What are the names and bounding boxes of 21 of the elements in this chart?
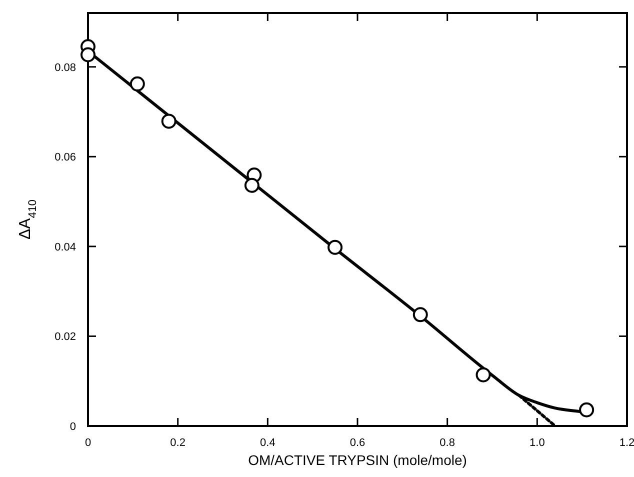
y-tick-label: 0.08 <box>54 62 76 74</box>
x-tick-label: 1.2 <box>619 437 634 449</box>
x-axis-title: OM/ACTIVE TRYPSIN (mole/mole) <box>248 452 467 468</box>
x-tick-label: 0 <box>84 437 92 449</box>
point <box>244 178 260 193</box>
x-tick-label: 0.8 <box>440 437 455 449</box>
point <box>328 240 343 255</box>
point <box>130 76 145 92</box>
point <box>412 307 428 322</box>
x-tick-label: 1.0 <box>530 437 545 449</box>
y-tick-label: 0 <box>70 421 76 433</box>
x-tick-label: 0.4 <box>260 437 276 449</box>
point <box>161 114 176 129</box>
point <box>80 47 96 62</box>
x-tick-label: 0.6 <box>350 437 366 449</box>
point <box>579 402 594 418</box>
y-tick-label: 0.02 <box>54 331 76 344</box>
point <box>476 367 491 382</box>
x-tick-label: 0.2 <box>170 437 186 449</box>
y-tick-label: 0.06 <box>54 152 76 164</box>
y-tick-label: 0.04 <box>54 241 76 254</box>
